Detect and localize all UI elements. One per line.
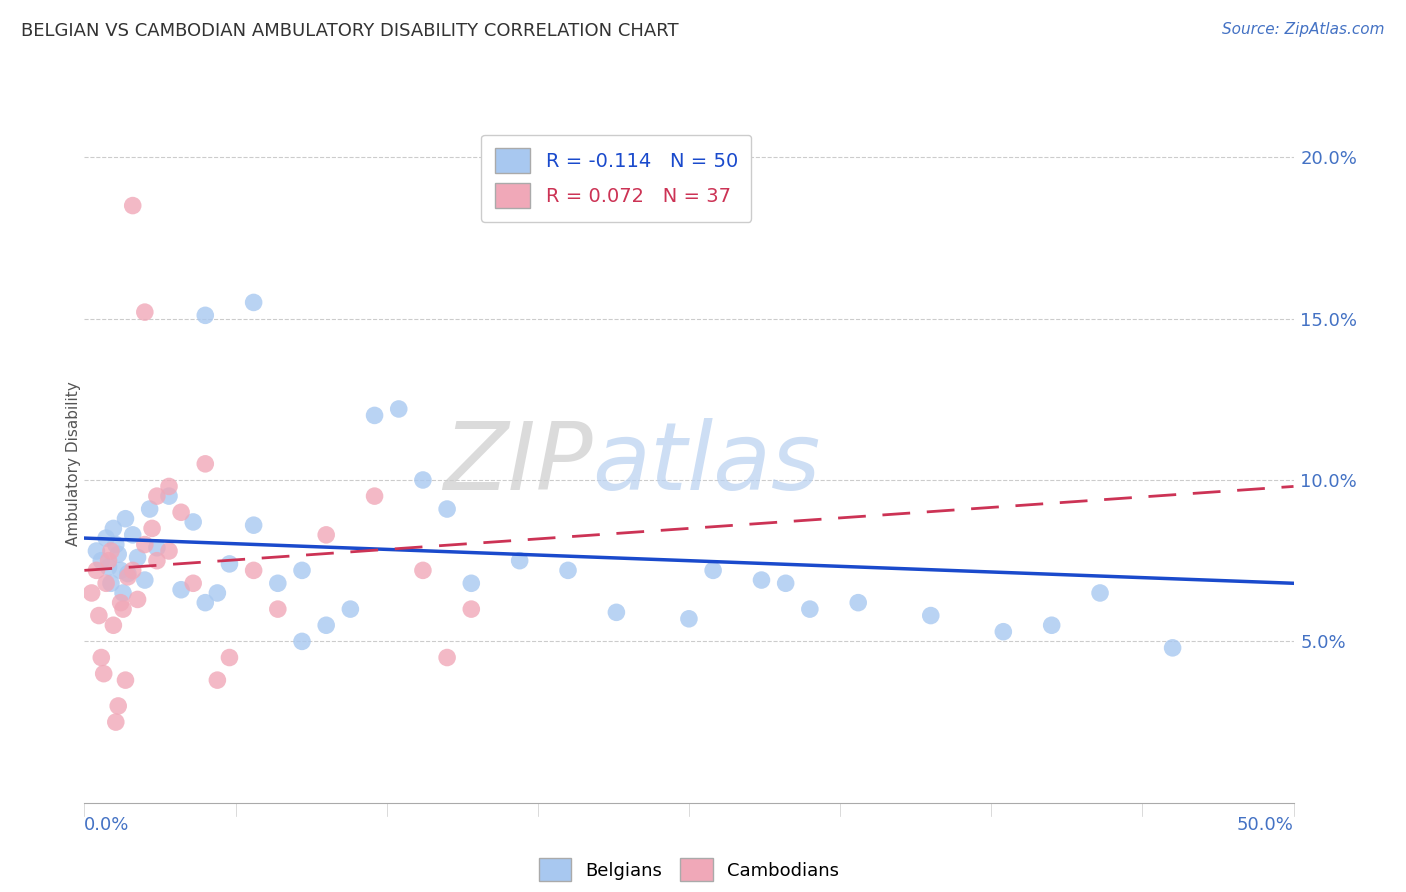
Point — [775, 576, 797, 591]
Point — [117, 566, 139, 581]
Point — [90, 554, 112, 568]
Point — [87, 608, 110, 623]
Point — [267, 576, 290, 591]
Point — [121, 563, 143, 577]
Point — [388, 401, 411, 416]
Point — [799, 602, 821, 616]
Point — [114, 673, 136, 687]
Point — [920, 608, 942, 623]
Point — [107, 698, 129, 713]
Point — [509, 554, 531, 568]
Point — [146, 554, 169, 568]
Point — [110, 563, 132, 577]
Text: 50.0%: 50.0% — [1237, 816, 1294, 834]
Point — [339, 602, 361, 616]
Point — [315, 618, 337, 632]
Point — [1088, 586, 1111, 600]
Point — [97, 554, 120, 568]
Point — [112, 602, 135, 616]
Point — [436, 650, 458, 665]
Point — [134, 305, 156, 319]
Point — [170, 582, 193, 597]
Point — [751, 573, 773, 587]
Point — [104, 715, 127, 730]
Point — [134, 573, 156, 587]
Point — [157, 479, 180, 493]
Point — [557, 563, 579, 577]
Point — [100, 544, 122, 558]
Point — [110, 596, 132, 610]
Point — [121, 528, 143, 542]
Text: atlas: atlas — [592, 418, 821, 509]
Point — [104, 537, 127, 551]
Point — [103, 521, 125, 535]
Point — [114, 512, 136, 526]
Point — [181, 576, 204, 591]
Point — [157, 489, 180, 503]
Point — [94, 576, 117, 591]
Point — [460, 576, 482, 591]
Point — [412, 563, 434, 577]
Point — [127, 550, 149, 565]
Point — [146, 489, 169, 503]
Point — [94, 531, 117, 545]
Point — [141, 521, 163, 535]
Point — [242, 295, 264, 310]
Point — [134, 537, 156, 551]
Text: 0.0%: 0.0% — [84, 816, 129, 834]
Point — [103, 618, 125, 632]
Point — [207, 673, 229, 687]
Point — [267, 602, 290, 616]
Point — [1161, 640, 1184, 655]
Point — [97, 560, 120, 574]
Point — [363, 409, 385, 423]
Point — [1040, 618, 1063, 632]
Point — [207, 586, 229, 600]
Point — [90, 650, 112, 665]
Point — [605, 605, 627, 619]
Point — [93, 666, 115, 681]
Point — [194, 309, 217, 323]
Point — [702, 563, 724, 577]
Point — [291, 634, 314, 648]
Point — [846, 596, 869, 610]
Legend: Belgians, Cambodians: Belgians, Cambodians — [531, 851, 846, 888]
Point — [170, 505, 193, 519]
Point — [86, 563, 108, 577]
Point — [218, 650, 240, 665]
Point — [194, 596, 217, 610]
Point — [363, 489, 385, 503]
Point — [218, 557, 240, 571]
Text: ZIP: ZIP — [443, 418, 592, 509]
Text: BELGIAN VS CAMBODIAN AMBULATORY DISABILITY CORRELATION CHART: BELGIAN VS CAMBODIAN AMBULATORY DISABILI… — [21, 22, 679, 40]
Point — [100, 576, 122, 591]
Point — [993, 624, 1015, 639]
Point — [436, 502, 458, 516]
Point — [242, 518, 264, 533]
Point — [112, 586, 135, 600]
Point — [291, 563, 314, 577]
Point — [86, 544, 108, 558]
Point — [181, 515, 204, 529]
Point — [138, 502, 160, 516]
Point — [146, 541, 169, 555]
Y-axis label: Ambulatory Disability: Ambulatory Disability — [66, 382, 80, 546]
Point — [242, 563, 264, 577]
Point — [412, 473, 434, 487]
Point — [121, 198, 143, 212]
Point — [107, 547, 129, 561]
Point — [117, 570, 139, 584]
Point — [194, 457, 217, 471]
Point — [460, 602, 482, 616]
Text: Source: ZipAtlas.com: Source: ZipAtlas.com — [1222, 22, 1385, 37]
Point — [678, 612, 700, 626]
Point — [157, 544, 180, 558]
Point — [315, 528, 337, 542]
Point — [80, 586, 103, 600]
Point — [127, 592, 149, 607]
